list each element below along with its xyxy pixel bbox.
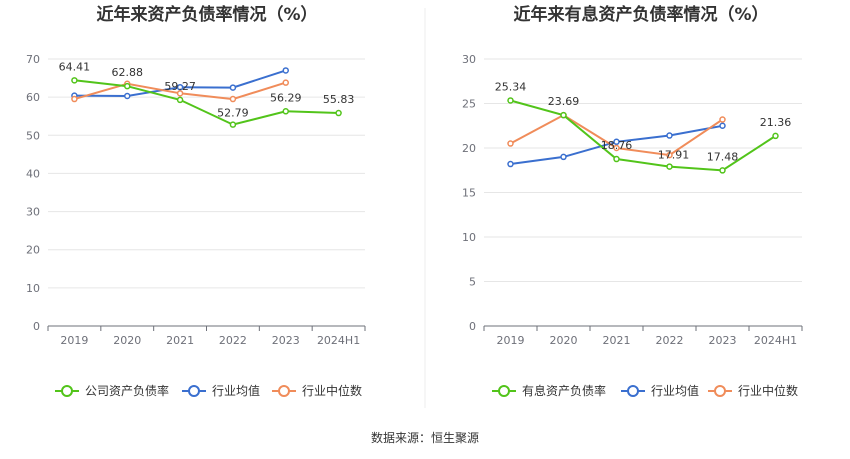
legend-label: 公司资产负债率	[85, 383, 169, 398]
x-tick-label: 2019	[60, 334, 88, 347]
legend-marker	[61, 385, 73, 397]
chart-2: 近年来有息资产负债率情况（%） 0 5 10 15 20 25 30 2019 2020 2021 2…	[462, 4, 803, 398]
data-point	[507, 160, 514, 168]
legend-marker	[188, 385, 200, 397]
legend-item-1: 有息资产负债率	[492, 383, 606, 398]
data-point	[124, 82, 131, 90]
legend-label: 行业均值	[651, 383, 699, 398]
legend-item-3: 行业中位数	[708, 383, 798, 398]
data-point	[282, 67, 289, 74]
x-tick-label: 2019	[497, 334, 525, 347]
y-tick-label: 40	[26, 167, 40, 180]
x-tick-label: 2023	[272, 334, 300, 347]
data-label: 18.76	[601, 139, 633, 152]
x-tick-label: 2020	[113, 334, 141, 347]
legend-label: 行业中位数	[738, 383, 798, 398]
data-point	[176, 90, 184, 97]
data-label: 59.27	[164, 80, 196, 93]
y-tick-label: 5	[469, 276, 476, 289]
y-tick-label: 0	[33, 320, 40, 333]
x-tick-label: 2022	[219, 334, 247, 347]
series-line-1	[510, 99, 777, 172]
data-point	[719, 116, 726, 123]
legend-label: 行业均值	[212, 383, 260, 398]
y-tick-label: 20	[462, 142, 476, 155]
data-label: 25.34	[495, 80, 527, 93]
x-tick-label: 2021	[166, 334, 194, 347]
y-tick-label: 0	[469, 320, 476, 333]
y-tick-label: 70	[26, 53, 40, 66]
data-point	[71, 95, 78, 103]
data-label: 52.79	[217, 107, 249, 120]
data-label: 17.48	[707, 150, 739, 163]
data-point	[124, 92, 131, 100]
x-tick-label: 2022	[656, 334, 684, 347]
x-tick-label: 2020	[550, 334, 578, 347]
legend-item-2: 行业均值	[621, 383, 699, 398]
data-point	[71, 77, 78, 84]
legend-label: 行业中位数	[302, 383, 362, 398]
y-tick-label: 20	[26, 244, 40, 257]
source-text: 数据来源：恒生聚源	[371, 430, 479, 445]
data-point	[176, 83, 184, 91]
y-tick-label: 10	[26, 282, 40, 295]
data-point	[335, 109, 342, 117]
data-point	[282, 79, 289, 86]
series-line-1	[74, 79, 339, 126]
legend-item-2: 行业均值	[182, 383, 260, 398]
data-point	[176, 96, 184, 104]
data-label: 62.88	[112, 66, 144, 79]
y-tick-label: 50	[26, 129, 40, 142]
data-label: 56.29	[270, 91, 302, 104]
chart-title: 近年来有息资产负债率情况（%）	[513, 4, 768, 25]
data-label: 55.83	[323, 93, 355, 106]
data-point	[507, 140, 514, 147]
data-point	[719, 122, 726, 129]
legend-item-3: 行业中位数	[272, 383, 362, 398]
x-tick-label: 2021	[603, 334, 631, 347]
data-point	[229, 84, 237, 91]
data-label: 23.69	[548, 95, 580, 108]
data-label: 17.91	[658, 149, 690, 162]
y-tick-label: 60	[26, 91, 40, 104]
data-point	[613, 144, 620, 152]
legend-label: 有息资产负债率	[522, 383, 606, 398]
x-tick-label: 2024H1	[317, 334, 360, 347]
data-point	[772, 132, 779, 140]
y-tick-label: 25	[462, 98, 476, 111]
legend-marker	[278, 385, 290, 397]
chart-1: 近年来资产负债率情况（%） 0 10 20 30 40 50 60 70 2019 2020 2021…	[26, 4, 366, 398]
data-point	[666, 163, 673, 170]
legend-marker	[627, 385, 639, 397]
data-label: 64.41	[59, 60, 91, 73]
data-point	[613, 138, 620, 146]
legend-marker	[498, 385, 510, 397]
data-label: 21.36	[760, 116, 792, 129]
y-tick-label: 15	[462, 187, 476, 200]
legend-marker	[714, 385, 726, 397]
y-tick-label: 10	[462, 231, 476, 244]
y-tick-label: 30	[26, 206, 40, 219]
data-point	[560, 111, 567, 119]
data-point	[229, 121, 237, 128]
x-tick-label: 2024H1	[754, 334, 797, 347]
data-point	[229, 95, 237, 103]
data-point	[560, 153, 567, 161]
data-point	[613, 155, 620, 163]
data-point	[666, 132, 673, 139]
y-tick-label: 30	[462, 53, 476, 66]
data-point	[719, 167, 726, 174]
data-point	[507, 97, 514, 104]
chart-title: 近年来资产负债率情况（%）	[96, 4, 317, 25]
data-point	[282, 108, 289, 115]
data-point	[666, 151, 673, 159]
x-tick-label: 2023	[709, 334, 737, 347]
legend-item-1: 公司资产负债率	[55, 383, 169, 398]
